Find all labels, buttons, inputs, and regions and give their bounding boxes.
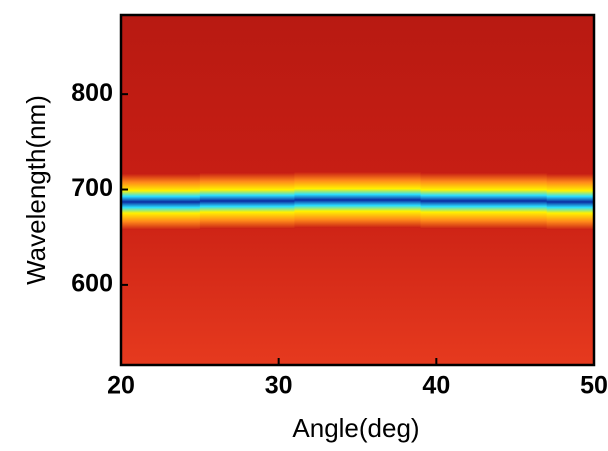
resonance-band [578, 173, 595, 230]
resonance-band [325, 172, 359, 229]
resonance-band [452, 172, 485, 229]
y-tick-label: 800 [71, 79, 113, 107]
x-tick-label: 20 [107, 372, 135, 400]
x-tick-label: 30 [265, 372, 293, 400]
resonance-band [231, 172, 264, 229]
resonance-band [483, 172, 516, 229]
resonance-band [168, 173, 201, 230]
y-axis-label: Wavelength(nm) [21, 95, 51, 285]
x-axis-label: Angle(deg) [292, 413, 419, 443]
resonance-band [121, 173, 138, 230]
resonance-band [357, 172, 390, 229]
plot-area [121, 15, 595, 365]
resonance-band [262, 172, 296, 229]
resonance-band [389, 172, 422, 229]
x-tick-label: 40 [422, 372, 450, 400]
resonance-band [294, 172, 327, 229]
y-tick-label: 700 [71, 174, 113, 202]
resonance-band [515, 172, 548, 229]
resonance-band [546, 173, 579, 230]
y-tick-label: 600 [71, 270, 113, 298]
resonance-band [136, 173, 169, 230]
x-tick-label: 50 [580, 372, 608, 400]
resonance-band [199, 172, 232, 229]
resonance-band [420, 172, 453, 229]
